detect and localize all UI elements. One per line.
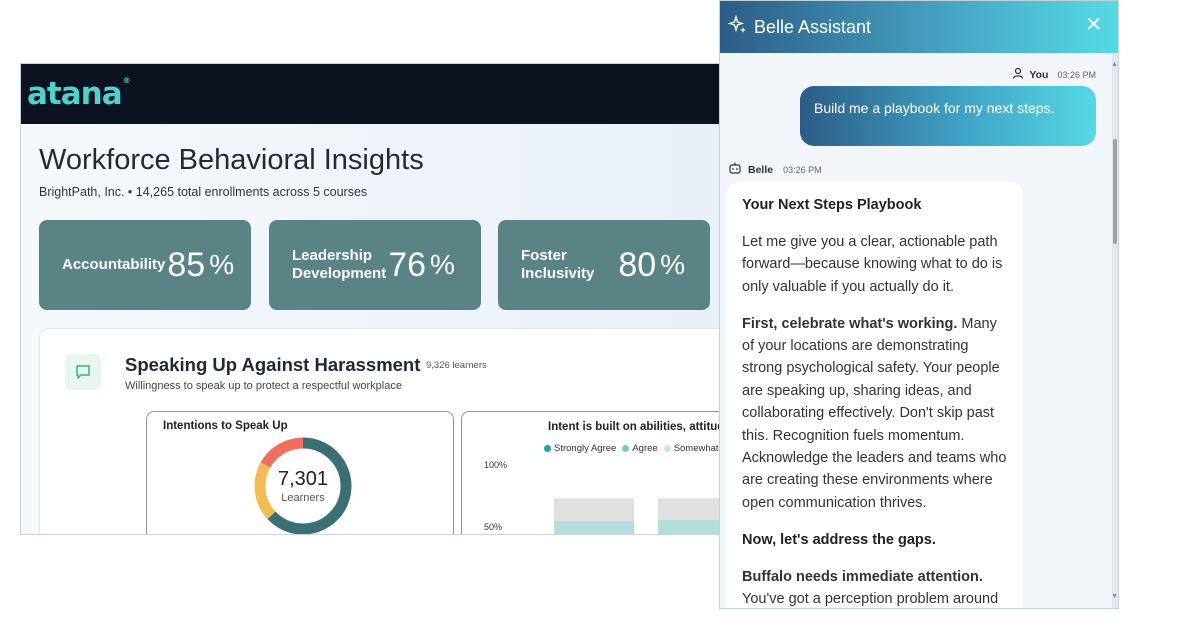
donut-slice [254,437,352,534]
close-icon[interactable]: ✕ [1085,14,1102,36]
page-title: Workforce Behavioral Insights [39,144,424,176]
bar-segment [658,519,719,534]
page-subtitle: BrightPath, Inc. • 14,265 total enrollme… [39,185,368,199]
bot-name: Belle [748,163,774,176]
user-icon [1012,67,1024,82]
stat-unit: % [660,249,686,280]
y-tick-label: 100% [484,460,508,470]
card-title: Intent is built on abilities, attitudes [548,421,720,433]
scrollbar[interactable] [1112,53,1118,608]
stat-card-accountability[interactable]: Accountability 85% [39,220,251,310]
user-name: You [1029,68,1049,81]
dashboard-body: Workforce Behavioral Insights BrightPath… [21,124,720,534]
robot-icon [728,162,742,177]
reply-paragraph: Let me give you a clear, actionable path… [742,233,1003,295]
stat-label: Leadership Development [292,247,387,282]
legend-item: Strongly Agree [544,443,616,454]
stat-card-foster-inclusivity[interactable]: Foster Inclusivity 80% [498,220,710,310]
stat-unit: % [430,249,455,280]
bar-segment [554,520,634,534]
stat-card-leadership-development[interactable]: Leadership Development 76% [269,220,481,310]
chart-legend: Strongly Agree Agree Somewhat Agree [544,443,719,454]
reply-paragraph: Buffalo needs immediate attention. You've… [742,568,999,608]
assistant-window: Belle Assistant ✕ ▲ ▼ You 03:26 PM Build… [719,0,1119,609]
scroll-up-arrow-icon[interactable]: ▲ [1111,61,1118,68]
scroll-down-arrow-icon[interactable]: ▼ [1111,593,1118,600]
user-message-meta: You 03:26 PM [1012,67,1096,82]
speaking-up-panel: Speaking Up Against Harassment 9,326 lea… [39,328,720,534]
stat-value: 80 [618,246,657,284]
stat-value: 76 [388,246,427,284]
intentions-card: Intentions to Speak Up 7,301 Learners [146,411,454,534]
section-subtitle: Willingness to speak up to protect a res… [125,380,402,392]
user-message-bubble: Build me a playbook for my next steps. [800,86,1096,146]
stacked-bar-chart [554,498,719,534]
atana-logo[interactable]: atana® [27,76,131,112]
donut-center-label: Learners [281,492,325,504]
assistant-header: Belle Assistant ✕ [720,1,1118,53]
legend-item: Somewhat Agree [663,443,719,454]
top-bar: atana® [21,64,719,124]
stat-unit: % [209,249,235,280]
learner-count: 9,326 learners [426,360,487,371]
reply-paragraph: First, celebrate what's working. Many of… [742,315,1007,511]
bot-message-bubble: Your Next Steps Playbook Let me give you… [727,182,1023,608]
bot-message-meta: Belle 03:26 PM [728,162,822,177]
scrollbar-thumb[interactable] [1113,139,1117,244]
stat-value: 85 [167,246,206,284]
user-timestamp: 03:26 PM [1057,69,1096,80]
assistant-title: Belle Assistant [754,16,872,37]
bot-timestamp: 03:26 PM [783,164,822,175]
y-tick-label: 50% [484,522,503,532]
bar-segment [658,498,719,520]
card-title: Intentions to Speak Up [163,420,288,432]
dashboard-window: atana® Workforce Behavioral Insights Bri… [20,63,720,535]
stat-label: Foster Inclusivity [521,247,595,282]
donut-center-value: 7,301 [277,468,329,490]
legend-dot [622,445,630,452]
stat-label: Accountability [62,256,166,273]
reply-heading: Your Next Steps Playbook [742,197,922,213]
donut-chart [254,437,352,534]
donut-slice [254,437,352,534]
legend-dot [663,445,671,452]
chat-bubble-icon [65,354,101,390]
section-title: Speaking Up Against Harassment [125,354,421,375]
bar-segment [554,498,634,521]
legend-item: Agree [622,443,658,454]
sparkle-icon [727,14,748,40]
reply-paragraph: Now, let's address the gaps. [742,531,936,548]
intent-chart-card: Intent is built on abilities, attitudes … [461,411,720,534]
chat-body[interactable]: ▲ ▼ You 03:26 PM Build me a playbook for… [720,53,1118,608]
legend-dot [544,445,551,452]
